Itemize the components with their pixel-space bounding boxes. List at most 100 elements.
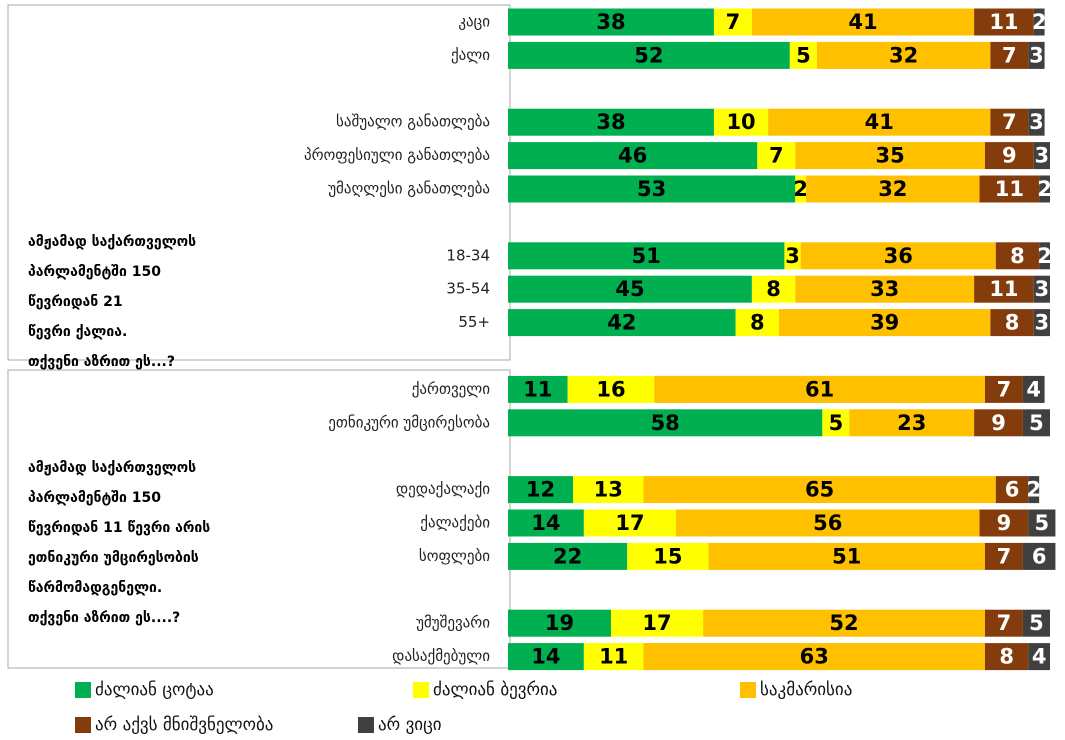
bar-segment [779,309,991,337]
data-label: 3 [1035,311,1050,335]
data-label: 3 [1035,277,1050,301]
data-label: 7 [997,544,1012,568]
legend-swatch [740,682,756,698]
data-label: 3 [1029,110,1044,134]
data-label: 5 [1035,511,1050,535]
category-label: 18-34 [446,246,490,264]
data-label: 7 [997,611,1012,635]
data-label: 32 [878,177,907,201]
legend-swatch [75,682,91,698]
bar-segment [1033,142,1050,170]
category-label: უმუშევარი [416,614,490,632]
category-label: დედაქალაქი [396,480,490,498]
data-label: 6 [1005,478,1020,502]
bar-segment [795,175,807,203]
data-label: 5 [796,43,811,67]
category-label: კაცი [458,13,490,31]
data-label: 9 [991,411,1006,435]
legend-swatch [413,682,429,698]
bar-segment [1022,609,1050,637]
bar-segment [713,8,752,36]
legend-label: საკმარისია [760,680,852,700]
data-label: 51 [832,544,861,568]
data-label: 7 [997,377,1012,401]
data-label: 7 [726,10,741,34]
data-label: 2 [793,177,808,201]
bar-segment [974,275,1034,303]
annotation: ამჟამად საქართველოს [28,234,196,250]
category-label: ქალაქები [420,514,490,532]
bar-segment [508,275,752,303]
category-label: ეთნიკური უმცირესობა [328,413,490,431]
annotation: ამჟამად საქართველოს [28,460,196,476]
data-label: 46 [618,144,647,168]
data-label: 65 [805,478,834,502]
bar-segment [800,242,996,270]
data-label: 33 [870,277,899,301]
category-label: დასაქმებული [392,647,490,665]
annotation: წევრიდან 11 წევრი არის [28,520,210,536]
bar-segment [713,108,769,136]
data-label: 14 [531,511,560,535]
bar-segment [990,41,1029,69]
bar-segment [995,242,1040,270]
category-label: პროფესიული განათლება [304,146,490,164]
data-label: 19 [545,611,574,635]
category-label: უმაღლესი განათლება [328,180,490,198]
data-label: 39 [870,311,899,335]
bar-segment [708,542,985,570]
data-label: 3 [785,244,800,268]
data-label: 2 [1026,478,1041,502]
bar-segment [1022,409,1050,437]
bar-segment [508,8,714,36]
bar-segment [1028,643,1050,671]
bar-segment [795,142,985,170]
data-label: 7 [769,144,784,168]
bar-segment [984,609,1023,637]
data-label: 36 [884,244,913,268]
data-label: 38 [596,10,625,34]
bar-segment [627,542,709,570]
bar-segment [984,142,1034,170]
data-label: 8 [999,645,1014,669]
data-label: 9 [1002,144,1017,168]
bar-segment [984,542,1023,570]
bar-segment [567,375,655,403]
bar-segment [643,643,985,671]
bar-segment [995,476,1029,504]
bar-segment [757,142,796,170]
category-label: 55+ [458,313,490,331]
data-label: 23 [897,411,926,435]
annotation: პარლამენტში 150 [28,264,161,280]
bar-segment [1033,8,1045,36]
bar-segment [1028,509,1056,537]
data-label: 32 [889,43,918,67]
category-label: 35-54 [446,280,490,298]
bar-segment [573,476,644,504]
bar-segment [1033,309,1050,337]
data-label: 17 [642,611,671,635]
bar-segment [508,41,790,69]
bar-segment [508,476,574,504]
bar-segment [508,375,568,403]
data-label: 5 [1029,611,1044,635]
data-label: 22 [553,544,582,568]
data-label: 9 [997,511,1012,535]
legend-label: ძალიან ცოტაა [95,680,214,700]
data-label: 42 [607,311,636,335]
bar-segment [1022,542,1056,570]
bar-segment [849,409,975,437]
data-label: 12 [526,478,555,502]
data-label: 11 [989,277,1018,301]
bar-segment [1039,242,1050,270]
bar-segment [583,509,677,537]
legend-label: არ ვიცი [378,715,442,735]
legend-swatch [358,717,374,733]
data-label: 8 [766,277,781,301]
bar-segment [795,275,975,303]
bar-segment [974,8,1034,36]
annotation: ეთნიკური უმცირესობის [28,550,199,566]
data-label: 63 [800,645,829,669]
data-label: 45 [615,277,644,301]
bar-segment [508,142,758,170]
